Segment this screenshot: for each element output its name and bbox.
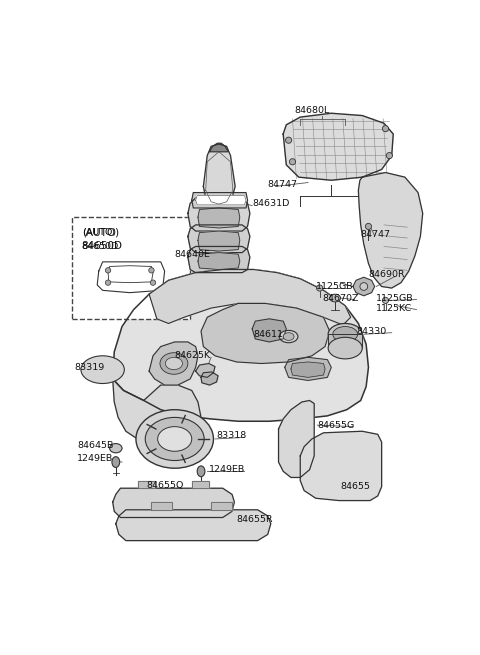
Ellipse shape: [333, 327, 358, 342]
Text: 84330: 84330: [356, 327, 386, 335]
Polygon shape: [188, 198, 250, 231]
Text: 84655R: 84655R: [237, 515, 273, 523]
Polygon shape: [97, 262, 165, 293]
Polygon shape: [149, 270, 350, 325]
Text: 1125GB: 1125GB: [316, 282, 353, 291]
Polygon shape: [149, 342, 198, 385]
Text: 84650D: 84650D: [82, 242, 123, 252]
Ellipse shape: [197, 466, 205, 477]
Ellipse shape: [136, 409, 214, 468]
Polygon shape: [198, 208, 240, 228]
Ellipse shape: [150, 280, 156, 286]
Polygon shape: [113, 488, 234, 517]
Polygon shape: [283, 113, 393, 180]
Text: 1125GB: 1125GB: [376, 293, 414, 303]
Polygon shape: [188, 246, 250, 272]
Polygon shape: [291, 362, 325, 377]
Polygon shape: [198, 231, 240, 251]
Ellipse shape: [81, 356, 124, 384]
Polygon shape: [300, 431, 382, 500]
Ellipse shape: [386, 153, 393, 159]
Text: 1249EB: 1249EB: [209, 465, 245, 474]
Text: 84670Z: 84670Z: [322, 293, 359, 303]
Text: 84650D: 84650D: [82, 242, 119, 251]
Polygon shape: [192, 481, 209, 488]
Text: 84747: 84747: [360, 230, 391, 238]
Polygon shape: [113, 379, 201, 442]
Polygon shape: [198, 253, 240, 270]
Text: 83319: 83319: [74, 363, 104, 372]
Ellipse shape: [145, 417, 204, 460]
FancyBboxPatch shape: [72, 217, 190, 319]
Text: (AUTO): (AUTO): [82, 228, 116, 237]
Polygon shape: [353, 277, 375, 296]
Ellipse shape: [365, 223, 372, 229]
Polygon shape: [201, 303, 330, 364]
Ellipse shape: [383, 126, 389, 132]
Polygon shape: [201, 372, 218, 385]
Text: (AUTO): (AUTO): [82, 227, 119, 238]
Text: 84747: 84747: [268, 180, 298, 189]
Ellipse shape: [283, 333, 294, 341]
Ellipse shape: [328, 324, 362, 345]
Polygon shape: [137, 481, 155, 488]
Ellipse shape: [330, 294, 340, 302]
Text: 1249EB: 1249EB: [77, 455, 113, 464]
Ellipse shape: [157, 426, 192, 451]
Polygon shape: [152, 502, 172, 510]
Polygon shape: [204, 144, 235, 203]
Ellipse shape: [328, 337, 362, 359]
Polygon shape: [196, 196, 246, 205]
Text: 84640E: 84640E: [175, 250, 211, 259]
Polygon shape: [196, 364, 215, 377]
Polygon shape: [108, 266, 153, 283]
Text: 1125KC: 1125KC: [376, 303, 412, 312]
Polygon shape: [285, 358, 331, 381]
Polygon shape: [192, 193, 248, 208]
Polygon shape: [211, 502, 232, 510]
Text: 84625K: 84625K: [175, 351, 211, 360]
Text: 84631D: 84631D: [252, 199, 289, 208]
Ellipse shape: [166, 358, 182, 369]
Polygon shape: [116, 510, 271, 540]
Ellipse shape: [160, 353, 188, 374]
Polygon shape: [188, 225, 250, 253]
Ellipse shape: [360, 283, 368, 290]
Text: 84655: 84655: [340, 482, 371, 491]
Text: 84680L: 84680L: [294, 107, 329, 115]
Ellipse shape: [286, 137, 292, 143]
Polygon shape: [328, 334, 362, 348]
Polygon shape: [359, 172, 423, 288]
Text: 84611: 84611: [254, 329, 284, 339]
Polygon shape: [210, 143, 228, 152]
Ellipse shape: [112, 457, 120, 468]
Ellipse shape: [289, 159, 296, 165]
Ellipse shape: [109, 443, 122, 453]
Ellipse shape: [383, 297, 389, 303]
Text: 84655Q: 84655Q: [147, 481, 184, 490]
Polygon shape: [252, 319, 286, 342]
Text: 83318: 83318: [216, 432, 247, 440]
Ellipse shape: [105, 280, 111, 286]
Ellipse shape: [316, 285, 323, 291]
Ellipse shape: [149, 268, 154, 273]
Text: 84645B: 84645B: [77, 441, 113, 449]
Polygon shape: [278, 400, 314, 477]
Ellipse shape: [105, 268, 111, 273]
Text: 84690R: 84690R: [369, 271, 405, 280]
Polygon shape: [113, 270, 369, 421]
Text: 84655G: 84655G: [317, 421, 355, 430]
Ellipse shape: [279, 330, 298, 343]
